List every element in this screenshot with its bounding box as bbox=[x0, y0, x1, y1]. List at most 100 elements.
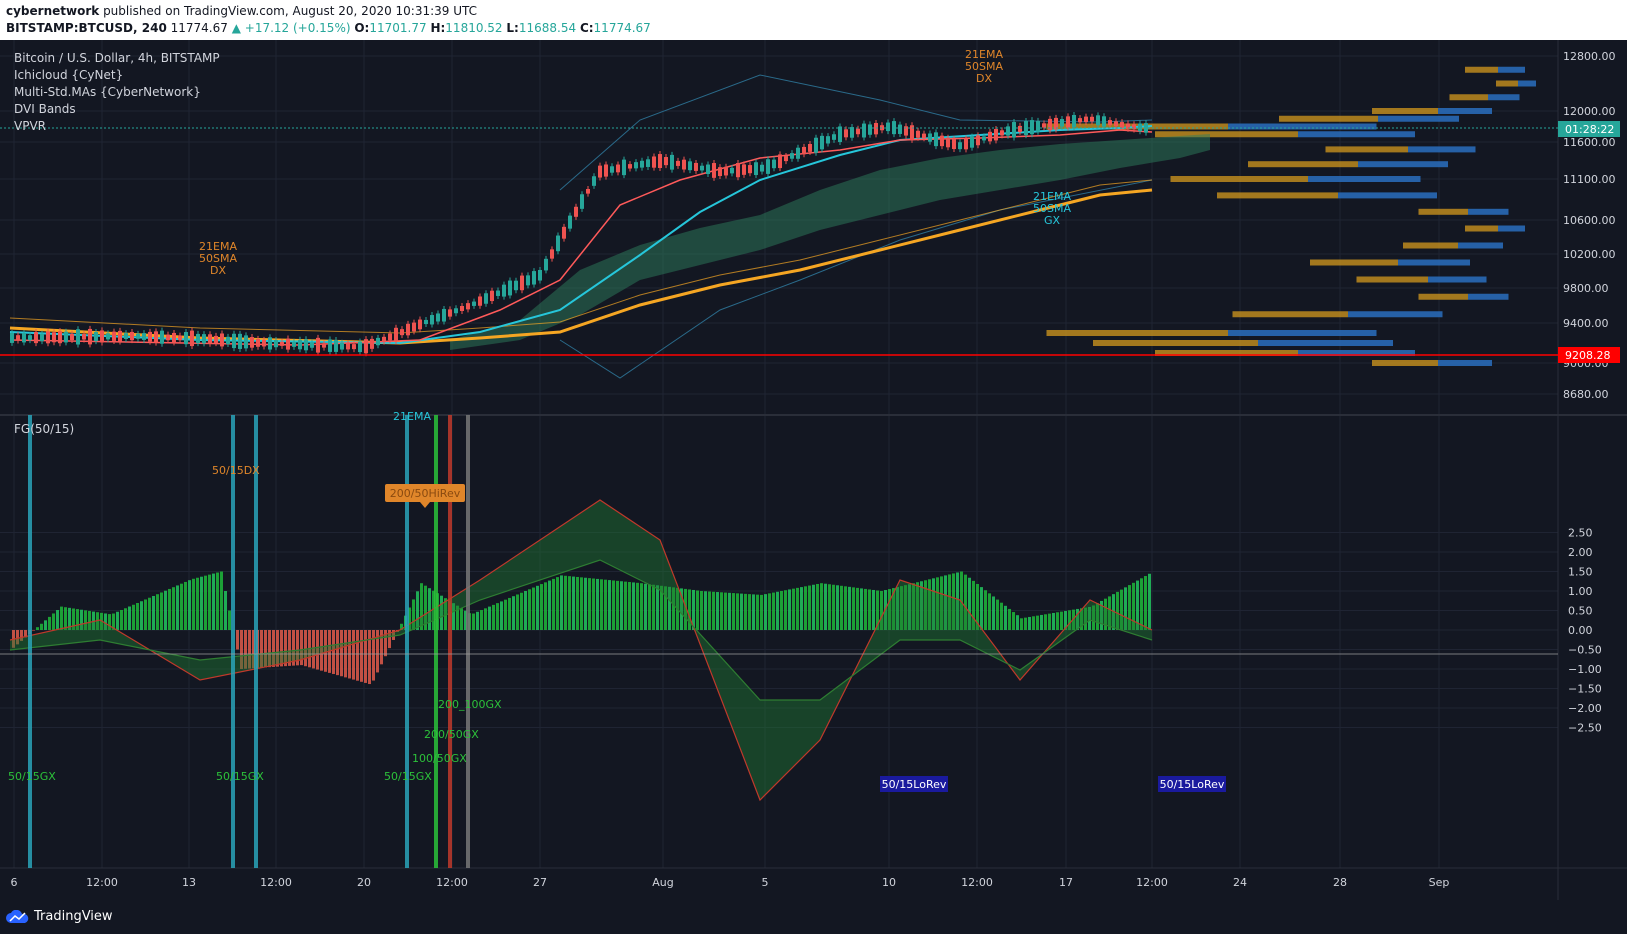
candle-body bbox=[346, 343, 350, 349]
osc-bar bbox=[704, 591, 707, 630]
candle-body bbox=[760, 165, 764, 172]
osc-bar bbox=[36, 627, 39, 630]
candle-body bbox=[46, 331, 50, 343]
candle-body bbox=[958, 142, 962, 149]
candle-body bbox=[574, 207, 578, 217]
candle-body bbox=[190, 331, 194, 346]
candle-body bbox=[376, 338, 380, 345]
candle-body bbox=[634, 162, 638, 168]
osc-bar bbox=[180, 584, 183, 630]
candle-body bbox=[598, 166, 602, 178]
vpvr-blue-4 bbox=[1378, 116, 1459, 122]
price-tick-4: 10200.00 bbox=[1563, 248, 1616, 261]
osc-bar bbox=[1056, 612, 1059, 630]
osc-bar bbox=[488, 607, 491, 630]
time-tick-6: 27 bbox=[533, 876, 547, 889]
tradingview-logo[interactable]: TradingView bbox=[6, 909, 113, 924]
candle-body bbox=[772, 160, 776, 169]
osc-bar bbox=[476, 612, 479, 630]
candle-body bbox=[946, 138, 950, 148]
osc-bar bbox=[196, 578, 199, 630]
candle-body bbox=[682, 160, 686, 170]
legend-ichicloud[interactable]: Ichicloud {CyNet} bbox=[14, 68, 123, 82]
candle-body bbox=[562, 227, 566, 239]
osc-bar bbox=[1036, 616, 1039, 630]
legend-vpvr[interactable]: VPVR bbox=[14, 119, 46, 133]
osc-bar bbox=[872, 590, 875, 630]
candle-body bbox=[1090, 117, 1094, 122]
legend-dvi-bands[interactable]: DVI Bands bbox=[14, 102, 76, 116]
osc-bar bbox=[580, 577, 583, 630]
time-tick-7: Aug bbox=[652, 876, 673, 889]
osc-bar bbox=[120, 610, 123, 630]
vpvr-blue-9 bbox=[1308, 176, 1421, 182]
candle-body bbox=[622, 160, 626, 176]
candle-body bbox=[130, 332, 134, 340]
candle-body bbox=[838, 126, 842, 142]
candle-body bbox=[766, 159, 770, 174]
candle-body bbox=[64, 332, 68, 343]
author-name[interactable]: cybernetwork bbox=[6, 4, 99, 18]
candle-body bbox=[1066, 116, 1070, 127]
vpvr-gold-10 bbox=[1217, 192, 1338, 198]
osc-bar bbox=[536, 586, 539, 630]
osc-bar bbox=[720, 592, 723, 630]
vpvr-gold-8 bbox=[1248, 161, 1358, 167]
candle-body bbox=[646, 159, 650, 167]
candle-body bbox=[550, 249, 554, 258]
candle-body bbox=[82, 334, 86, 339]
osc-bar bbox=[228, 611, 231, 631]
osc-bar bbox=[1052, 613, 1055, 630]
candle-body bbox=[1132, 124, 1136, 129]
osc-bar bbox=[600, 579, 603, 630]
price-tick-3: 9800.00 bbox=[1563, 282, 1609, 295]
osc-title[interactable]: FG(50/15) bbox=[14, 422, 74, 436]
vpvr-gold-12 bbox=[1465, 226, 1498, 232]
candle-body bbox=[970, 137, 974, 148]
candle-body bbox=[718, 167, 722, 176]
osc-bar bbox=[568, 576, 571, 630]
candle-body bbox=[922, 134, 926, 139]
signal-bar-3 bbox=[405, 415, 409, 868]
osc-bar bbox=[728, 593, 731, 630]
vpvr-gold-14 bbox=[1310, 260, 1398, 266]
symbol-label[interactable]: BITSTAMP:BTCUSD, 240 bbox=[6, 21, 167, 35]
high-value: 11810.52 bbox=[445, 21, 502, 35]
legend-symbol[interactable]: Bitcoin / U.S. Dollar, 4h, BITSTAMP bbox=[14, 51, 220, 65]
candle-body bbox=[382, 337, 386, 342]
osc-bar bbox=[996, 600, 999, 630]
candle-body bbox=[754, 162, 758, 175]
candle-body bbox=[352, 344, 356, 349]
time-tick-4: 20 bbox=[357, 876, 371, 889]
osc-bar bbox=[608, 580, 611, 630]
candle-body bbox=[796, 148, 800, 159]
vpvr-blue-7 bbox=[1408, 146, 1476, 152]
osc-bar bbox=[116, 612, 119, 630]
osc-bar bbox=[1140, 578, 1143, 630]
candle-body bbox=[850, 127, 854, 138]
candle-body bbox=[124, 333, 128, 339]
osc-bar bbox=[1012, 612, 1015, 630]
candle-body bbox=[250, 337, 254, 348]
price-tick-7: 11600.00 bbox=[1563, 136, 1616, 149]
candle-body bbox=[148, 332, 152, 342]
vpvr-blue-19 bbox=[1258, 340, 1393, 346]
legend-multi-mas[interactable]: Multi-Std.MAs {CyberNetwork} bbox=[14, 85, 201, 99]
dx-left-line3: DX bbox=[210, 264, 226, 277]
candle-body bbox=[1096, 115, 1100, 125]
osc-bar bbox=[492, 605, 495, 630]
osc-bar bbox=[724, 593, 727, 630]
candle-body bbox=[424, 320, 428, 324]
osc-bar bbox=[1028, 617, 1031, 630]
price-tick-9: 12800.00 bbox=[1563, 50, 1616, 63]
candle-body bbox=[976, 135, 980, 145]
gx50-15-label-b: 50/15GX bbox=[216, 770, 264, 783]
candle-body bbox=[226, 337, 230, 344]
candle-body bbox=[1048, 119, 1052, 130]
time-tick-0: 6 bbox=[11, 876, 18, 889]
chart-canvas[interactable]: Bitcoin / U.S. Dollar, 4h, BITSTAMP Ichi… bbox=[0, 40, 1627, 900]
candle-body bbox=[280, 342, 284, 346]
osc-bar bbox=[816, 584, 819, 630]
candle-body bbox=[448, 309, 452, 316]
open-label: O: bbox=[354, 21, 369, 35]
